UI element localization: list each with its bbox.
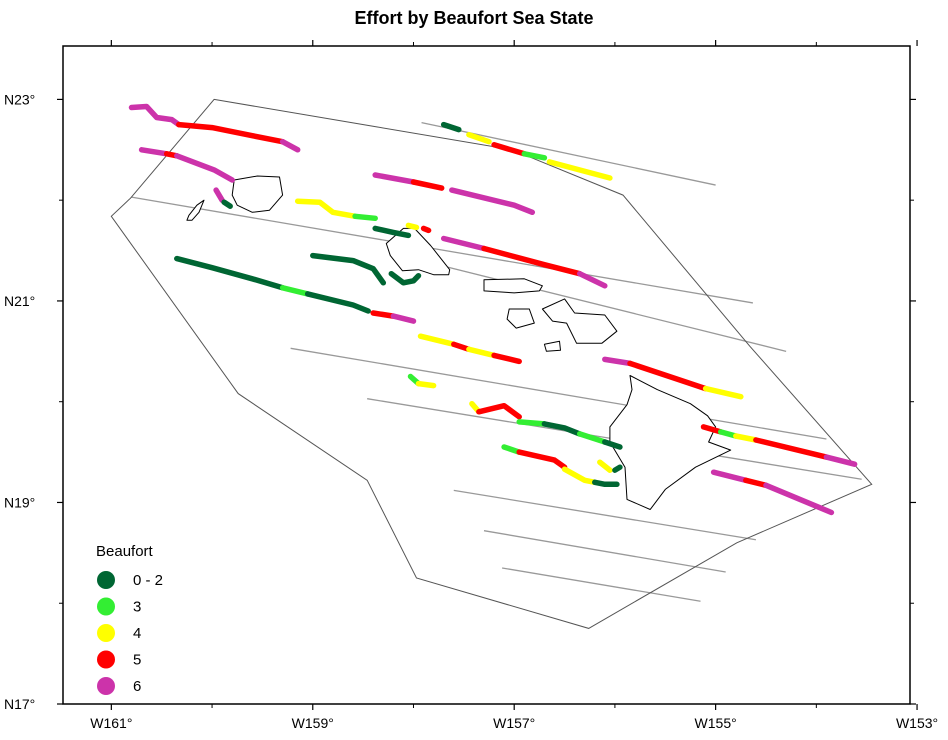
effort-track-segment — [388, 270, 422, 286]
axis-ticks — [57, 40, 918, 710]
effort-track-segment — [310, 252, 387, 286]
y-tick-label: N17° — [4, 696, 35, 712]
effort-track-segment — [541, 421, 583, 437]
effort-track-segment — [561, 466, 598, 486]
effort-track-segment — [174, 153, 235, 183]
effort-track-segment — [415, 380, 437, 389]
legend-swatch — [97, 571, 115, 589]
island-kauai — [231, 175, 284, 213]
island-lanai — [506, 308, 535, 329]
effort-track-segment — [213, 187, 225, 203]
legend: Beaufort 0 - 2 3 4 5 6 — [96, 543, 163, 695]
effort-track-segment — [138, 147, 170, 157]
x-tick-label: W161° — [90, 715, 132, 731]
effort-track-segment — [592, 479, 620, 488]
study-area-boundary — [110, 98, 873, 629]
legend-label: 6 — [133, 678, 141, 695]
effort-track-segment — [390, 313, 417, 324]
effort-track-segment — [466, 131, 492, 145]
effort-track-segment — [352, 213, 378, 222]
effort-track-segment — [576, 270, 608, 289]
effort-track-segment — [733, 433, 759, 443]
effort-track-segment — [476, 402, 522, 420]
effort-track-segment — [576, 431, 608, 445]
effort-track-segment — [612, 464, 623, 473]
y-tick-label: N23° — [4, 91, 35, 107]
effort-track-segment — [294, 198, 358, 220]
x-tick-label: W155° — [695, 715, 737, 731]
legend-swatch — [97, 597, 115, 616]
island-maui — [541, 298, 618, 344]
effort-track-segment — [753, 437, 830, 460]
x-axis-labels: W161° W159° W157° W155° W153° — [90, 715, 938, 731]
effort-track-segment — [417, 333, 457, 348]
transect-line — [131, 196, 753, 304]
effort-track-segment — [279, 138, 301, 153]
effort-track-segment — [128, 103, 182, 128]
effort-track-segment — [440, 121, 462, 133]
y-axis-labels: N23° N21° N19° N17° — [4, 91, 35, 712]
y-tick-label: N19° — [4, 494, 35, 510]
y-tick-label: N21° — [4, 293, 35, 309]
legend-swatch — [97, 677, 115, 695]
x-tick-label: W159° — [292, 715, 334, 731]
effort-track-segment — [597, 459, 613, 473]
map-title: Effort by Beaufort Sea State — [354, 8, 593, 28]
effort-track-segment — [702, 385, 744, 400]
effort-track-segment — [823, 454, 858, 467]
island-niihau — [186, 199, 205, 221]
effort-track-segment — [370, 310, 397, 319]
transect-line — [429, 262, 787, 352]
effort-track-segment — [176, 121, 286, 145]
effort-track-segment — [743, 477, 769, 489]
transect-line — [453, 489, 757, 541]
x-tick-label: W153° — [896, 715, 938, 731]
effort-track-segment — [449, 187, 536, 216]
effort-track-segment — [174, 255, 286, 291]
effort-track-segment — [440, 235, 487, 252]
island-molokai — [483, 278, 543, 294]
effort-track-segment — [516, 419, 548, 427]
transect-line — [290, 347, 827, 440]
legend-items: 0 - 2 3 4 5 6 — [97, 571, 163, 695]
transect-line — [502, 567, 701, 602]
legend-label: 5 — [133, 652, 141, 669]
effort-track-segment — [546, 159, 613, 181]
effort-track-segment — [481, 245, 583, 277]
map-frame — [62, 45, 911, 705]
effort-track-segment — [405, 222, 420, 231]
x-tick-label: W157° — [493, 715, 535, 731]
effort-track-segment — [700, 424, 724, 435]
study-area — [110, 98, 873, 629]
legend-label: 0 - 2 — [133, 572, 163, 589]
effort-track-segment — [304, 291, 371, 314]
island-kahoolawe — [543, 340, 561, 352]
effort-track-segment — [466, 346, 497, 359]
effort-track-segment — [491, 142, 528, 157]
legend-label: 3 — [133, 599, 141, 616]
effort-tracks — [128, 103, 858, 516]
effort-track-segment — [420, 225, 432, 234]
effort-track-segment — [491, 352, 522, 365]
transect-line — [483, 530, 726, 573]
coastlines — [186, 175, 732, 510]
legend-label: 4 — [133, 625, 141, 642]
legend-swatch — [97, 650, 115, 669]
effort-track-segment — [602, 356, 633, 367]
effort-track-segment — [221, 199, 233, 209]
effort-track-segment — [627, 360, 709, 392]
legend-title: Beaufort — [96, 543, 154, 560]
legend-swatch — [97, 624, 115, 642]
effort-track-segment — [602, 439, 623, 450]
effort-track-segment — [279, 285, 311, 297]
effort-track-segment — [710, 469, 749, 484]
effort-track-segment — [372, 225, 412, 239]
effort-track-segment — [516, 449, 568, 470]
effort-track-segment — [372, 172, 417, 185]
effort-track-segment — [763, 482, 835, 516]
effort-track-segment — [521, 151, 548, 161]
effort-track-segment — [410, 179, 445, 191]
island-hawaii — [609, 375, 732, 510]
